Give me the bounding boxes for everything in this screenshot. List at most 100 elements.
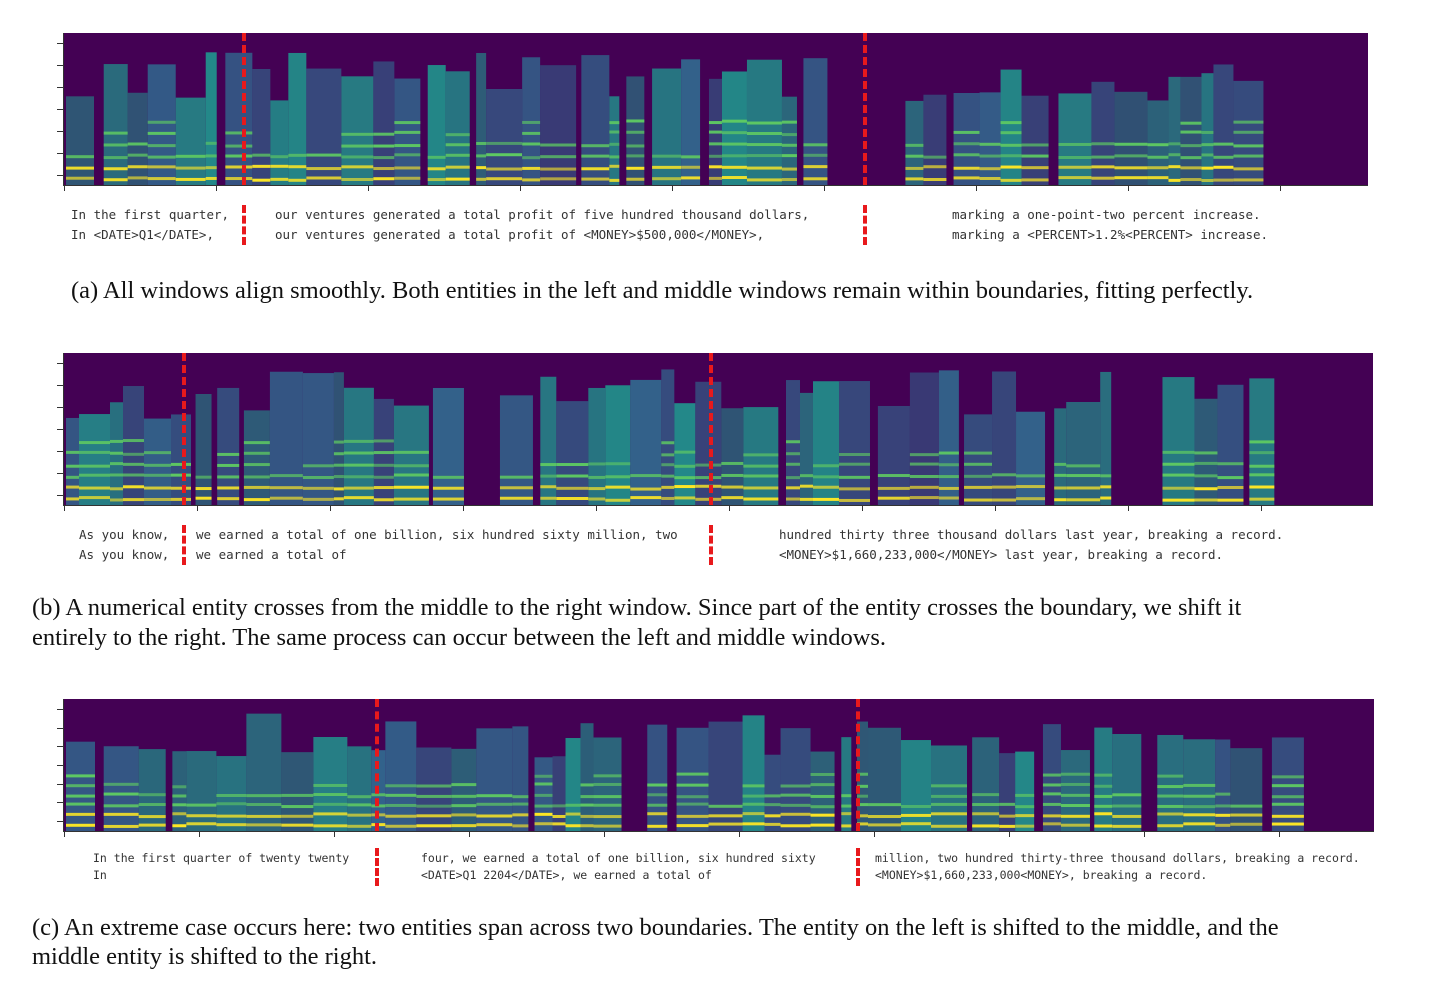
boundary-c-1	[375, 699, 379, 831]
transcript-c-left-tagged: In	[93, 868, 107, 882]
x-tick	[596, 505, 597, 511]
boundary-c-1-text	[375, 848, 379, 886]
y-tick	[57, 783, 63, 785]
caption-a: (a) All windows align smoothly. Both ent…	[71, 277, 1254, 304]
x-tick	[672, 185, 673, 191]
y-tick	[57, 709, 63, 710]
x-tick	[64, 505, 65, 511]
transcript-b-middle-tagged: we earned a total of	[196, 547, 347, 562]
boundary-b-1	[182, 353, 186, 505]
caption-b-line2: entirely to the right. The same process …	[32, 624, 887, 651]
x-tick	[330, 505, 331, 511]
transcript-b-middle-spoken: we earned a total of one billion, six hu…	[196, 527, 678, 542]
x-tick	[216, 185, 217, 191]
x-tick	[463, 505, 464, 511]
y-tick	[57, 131, 63, 132]
x-tick	[604, 831, 605, 837]
y-tick	[57, 65, 63, 66]
spectrogram-a	[64, 33, 1368, 185]
spectrogram-a-graphic	[66, 52, 1264, 185]
x-tick	[469, 831, 470, 837]
x-tick	[520, 185, 521, 191]
x-tick	[1128, 185, 1129, 191]
boundary-b-1-text	[182, 525, 186, 565]
y-tick	[57, 727, 63, 729]
y-tick	[57, 43, 63, 44]
x-tick	[739, 831, 740, 837]
transcript-c-right-spoken: million, two hundred thirty-three thousa…	[875, 851, 1360, 865]
spectrogram-c	[64, 699, 1374, 831]
x-tick	[64, 185, 65, 191]
boundary-a-2-text	[863, 205, 867, 245]
boundary-c-2	[856, 699, 860, 831]
transcript-a-middle-spoken: our ventures generated a total profit of…	[275, 207, 810, 222]
transcript-b-left-spoken: As you know,	[79, 527, 170, 542]
caption-b-line1: (b) A numerical entity crosses from the …	[32, 594, 1242, 621]
y-tick	[57, 746, 63, 748]
boundary-a-1	[242, 33, 246, 185]
transcript-a-left-spoken: In the first quarter,	[71, 207, 230, 222]
spectrogram-c-graphic	[66, 713, 1304, 831]
transcript-b-left-tagged: As you know,	[79, 547, 170, 562]
x-tick	[368, 185, 369, 191]
transcript-b-right-spoken: hundred thirty three thousand dollars la…	[779, 527, 1284, 542]
transcript-c-right-tagged: <MONEY>$1,660,233,000<MONEY>, breaking a…	[875, 868, 1208, 882]
y-axis-a	[63, 33, 64, 186]
x-tick	[976, 185, 977, 191]
boundary-b-2	[709, 353, 713, 505]
x-tick	[824, 185, 825, 191]
y-axis-c	[63, 699, 64, 832]
transcript-a-right-spoken: marking a one-point-two percent increase…	[952, 207, 1261, 222]
x-tick	[197, 505, 198, 511]
x-tick	[334, 831, 335, 837]
x-tick	[862, 505, 863, 511]
y-tick	[57, 363, 63, 364]
y-tick	[57, 109, 63, 110]
y-tick	[57, 385, 63, 386]
x-axis-c	[63, 831, 1374, 832]
caption-c-line1: (c) An extreme case occurs here: two ent…	[32, 914, 1279, 941]
y-tick	[57, 175, 63, 176]
spectrogram-b	[64, 353, 1373, 505]
x-tick	[729, 505, 730, 511]
boundary-b-2-text	[709, 525, 713, 565]
y-tick	[57, 407, 63, 408]
transcript-c-middle-tagged: <DATE>Q1 2204</DATE>, we earned a total …	[421, 868, 712, 882]
x-axis-a	[63, 185, 1368, 186]
transcript-a-right-tagged: marking a <PERCENT>1.2%<PERCENT> increas…	[952, 227, 1269, 242]
transcript-a-left-tagged: In <DATE>Q1</DATE>,	[71, 227, 214, 242]
transcript-c-left-spoken: In the first quarter of twenty twenty	[93, 851, 350, 865]
y-tick	[57, 821, 63, 822]
y-tick	[57, 473, 63, 474]
x-tick	[1280, 185, 1281, 191]
y-tick	[57, 495, 63, 496]
transcript-b-right-tagged: <MONEY>$1,660,233,000</MONEY> last year,…	[779, 547, 1224, 562]
y-tick	[57, 87, 63, 88]
x-axis-b	[63, 505, 1373, 506]
y-tick	[57, 765, 63, 766]
y-tick	[57, 802, 63, 804]
x-tick	[1279, 831, 1280, 837]
boundary-c-2-text	[856, 848, 860, 886]
y-tick	[57, 429, 63, 430]
panel-b: As you know, As you know, we earned a to…	[32, 353, 1373, 651]
x-tick	[1144, 831, 1145, 837]
transcript-a-middle-tagged: our ventures generated a total profit of…	[275, 227, 765, 242]
x-tick	[64, 831, 65, 837]
x-tick	[1009, 831, 1010, 837]
x-tick	[874, 831, 875, 837]
boundary-a-1-text	[242, 205, 246, 245]
y-tick	[57, 451, 63, 452]
spectrogram-b-graphic	[66, 369, 1275, 505]
x-tick	[1261, 505, 1262, 511]
x-tick	[199, 831, 200, 837]
boundary-a-2	[863, 33, 867, 185]
transcript-c-middle-spoken: four, we earned a total of one billion, …	[421, 851, 816, 865]
x-tick	[995, 505, 996, 511]
caption-c-line2: middle entity is shifted to the right.	[32, 943, 377, 970]
y-axis-b	[63, 353, 64, 506]
panel-a: In the first quarter, In <DATE>Q1</DATE>…	[0, 0, 1430, 320]
x-tick	[1128, 505, 1129, 511]
y-tick	[57, 153, 63, 154]
